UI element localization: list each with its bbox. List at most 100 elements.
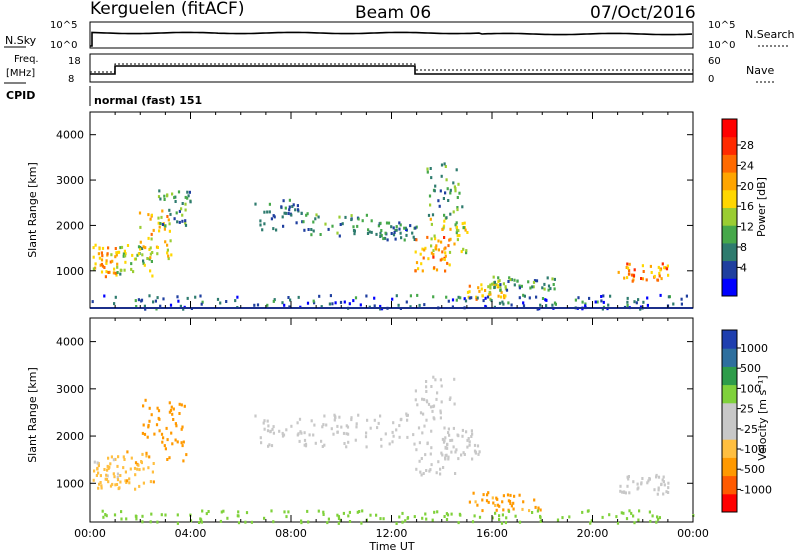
heatmap-cell bbox=[168, 222, 171, 226]
heatmap-cell bbox=[101, 264, 105, 268]
heatmap-cell bbox=[501, 300, 504, 304]
heatmap-cell bbox=[158, 229, 161, 233]
heatmap-cell bbox=[447, 455, 450, 459]
heatmap-cell bbox=[259, 436, 262, 440]
heatmap-cell bbox=[313, 423, 316, 427]
heatmap-cell bbox=[641, 477, 644, 480]
heatmap-cell bbox=[486, 493, 489, 497]
heatmap-cell bbox=[179, 304, 182, 308]
heatmap-cell bbox=[263, 222, 266, 226]
heatmap-cell bbox=[433, 510, 436, 514]
heatmap-cell bbox=[105, 261, 108, 265]
heatmap-cell bbox=[226, 516, 229, 520]
heatmap-cell bbox=[464, 228, 467, 232]
heatmap-cell bbox=[182, 459, 185, 463]
heatmap-cell bbox=[404, 226, 407, 230]
heatmap-cell bbox=[147, 213, 150, 217]
heatmap-cell bbox=[450, 450, 453, 454]
heatmap-cell bbox=[117, 455, 120, 459]
heatmap-cell bbox=[667, 486, 670, 490]
heatmap-cell bbox=[266, 303, 269, 307]
heatmap-cell bbox=[388, 442, 391, 446]
heatmap-cell bbox=[551, 277, 554, 281]
heatmap-cell bbox=[546, 276, 549, 280]
heatmap-cell bbox=[322, 510, 325, 514]
heatmap-cell bbox=[296, 208, 300, 212]
heatmap-cell bbox=[662, 492, 665, 496]
heatmap-cell bbox=[307, 228, 310, 231]
heatmap-cell bbox=[401, 511, 404, 515]
heatmap-cell bbox=[367, 228, 370, 232]
heatmap-cell bbox=[303, 443, 306, 447]
heatmap-cell bbox=[624, 491, 627, 495]
heatmap-cell bbox=[423, 248, 426, 252]
heatmap-cell bbox=[433, 417, 436, 421]
heatmap-cell bbox=[466, 438, 469, 442]
heatmap-cell bbox=[507, 301, 510, 305]
heatmap-cell bbox=[365, 294, 368, 298]
heatmap-cell bbox=[94, 266, 97, 270]
heatmap-cell bbox=[672, 302, 675, 306]
heatmap-cell bbox=[481, 294, 484, 298]
heatmap-cell bbox=[435, 268, 439, 272]
heatmap-cell bbox=[432, 295, 435, 299]
heatmap-cell bbox=[452, 426, 455, 430]
heatmap-cell bbox=[459, 513, 462, 517]
heatmap-cell bbox=[92, 478, 95, 482]
heatmap-cell bbox=[325, 423, 328, 427]
heatmap-cell bbox=[119, 246, 122, 250]
heatmap-cell bbox=[427, 402, 431, 406]
heatmap-cell bbox=[285, 515, 288, 519]
heatmap-cell bbox=[441, 250, 444, 254]
heatmap-cell bbox=[487, 293, 491, 297]
heatmap-cell bbox=[315, 213, 318, 217]
heatmap-cell bbox=[171, 192, 174, 196]
heatmap-cell bbox=[500, 290, 503, 294]
heatmap-cell bbox=[535, 295, 538, 299]
colorbar-tick-label: 4 bbox=[740, 261, 747, 274]
heatmap-cell bbox=[466, 445, 469, 449]
heatmap-cell bbox=[646, 296, 649, 300]
heatmap-cell bbox=[107, 246, 110, 250]
heatmap-cell bbox=[446, 446, 449, 450]
colorbar-swatch bbox=[722, 225, 737, 244]
heatmap-cell bbox=[161, 440, 164, 444]
heatmap-cell bbox=[156, 296, 159, 300]
heatmap-cell bbox=[470, 296, 473, 300]
heatmap-cell bbox=[373, 296, 376, 300]
heatmap-cell bbox=[306, 509, 309, 513]
x-tick-label: 04:00 bbox=[175, 527, 207, 540]
heatmap-cell bbox=[354, 438, 357, 442]
heatmap-cell bbox=[270, 444, 274, 448]
heatmap-cell bbox=[379, 235, 382, 238]
heatmap-cell bbox=[100, 270, 104, 274]
heatmap-cell bbox=[157, 221, 160, 225]
heatmap-cell bbox=[142, 259, 145, 263]
heatmap-cell bbox=[140, 460, 143, 463]
heatmap-cell bbox=[114, 295, 117, 299]
heatmap-cell bbox=[447, 457, 450, 461]
heatmap-cell bbox=[471, 432, 474, 436]
heatmap-cell bbox=[299, 430, 302, 434]
heatmap-cell bbox=[130, 456, 133, 460]
heatmap-cell bbox=[380, 234, 383, 237]
heatmap-cell bbox=[437, 239, 440, 243]
heatmap-cell bbox=[462, 451, 465, 455]
heatmap-cell bbox=[499, 283, 502, 287]
heatmap-cell bbox=[370, 230, 373, 234]
heatmap-cell bbox=[273, 298, 276, 302]
heatmap-cell bbox=[421, 516, 424, 520]
heatmap-cell bbox=[439, 411, 442, 415]
heatmap-cell bbox=[430, 222, 433, 226]
heatmap-cell bbox=[183, 404, 186, 408]
heatmap-cell bbox=[172, 418, 175, 421]
heatmap-cell bbox=[466, 290, 470, 294]
heatmap-cell bbox=[424, 246, 427, 250]
heatmap-cell bbox=[174, 422, 177, 426]
heatmap-cell bbox=[518, 520, 522, 524]
heatmap-cell bbox=[114, 457, 117, 461]
colorbar-tick-label: -1000 bbox=[740, 483, 772, 496]
freq-label-line1: Freq. bbox=[14, 54, 39, 65]
heatmap-cell bbox=[282, 433, 286, 437]
heatmap-cell bbox=[640, 277, 643, 280]
